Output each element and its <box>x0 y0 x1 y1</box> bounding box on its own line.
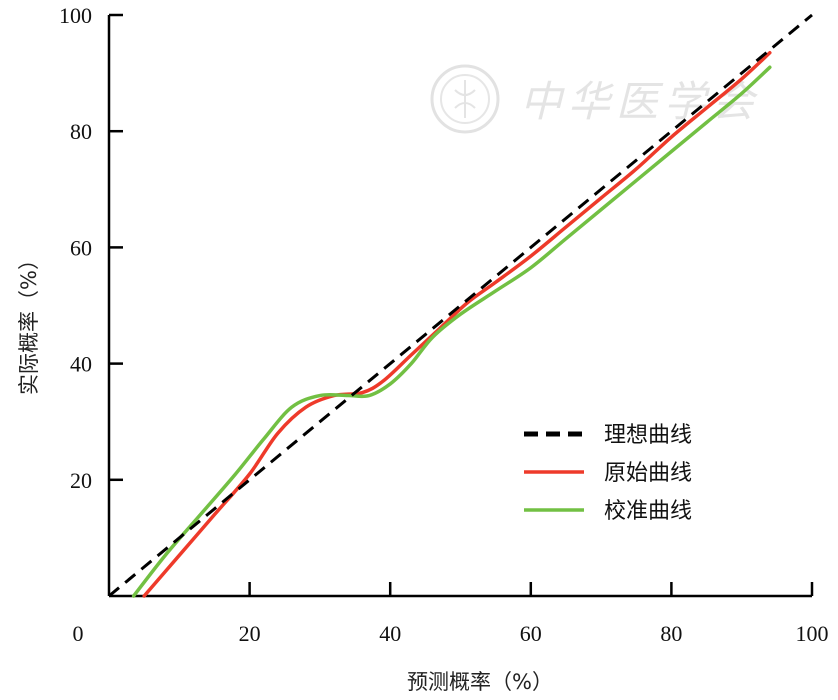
legend-label-ideal: 理想曲线 <box>604 423 692 448</box>
x-tick-label: 0 <box>73 621 84 646</box>
y-tick-label: 100 <box>59 3 92 28</box>
series-ideal-line <box>108 13 813 598</box>
y-tick-label: 60 <box>70 235 92 260</box>
x-tick-label: 40 <box>379 621 401 646</box>
x-axis-ticks: 0 20 40 60 80 100 <box>73 582 829 646</box>
x-tick-label: 100 <box>796 621 829 646</box>
x-tick-label: 20 <box>239 621 261 646</box>
legend-label-original: 原始曲线 <box>604 461 692 486</box>
x-tick-label: 80 <box>660 621 682 646</box>
series-layer <box>108 13 813 598</box>
watermark-seal-icon <box>430 64 500 134</box>
y-axis-title: 实际概率（%） <box>17 249 41 395</box>
y-axis-ticks: 20 40 60 80 100 <box>59 3 123 493</box>
y-tick-label: 80 <box>70 119 92 144</box>
x-tick-label: 60 <box>520 621 542 646</box>
x-axis-title: 预测概率（%） <box>407 670 553 694</box>
watermark-text: 中华医学会 <box>520 77 760 126</box>
y-tick-label: 40 <box>70 352 92 377</box>
legend: 理想曲线 原始曲线 校准曲线 <box>524 423 692 524</box>
legend-label-calibrated: 校准曲线 <box>604 499 692 524</box>
series-calibrated-line <box>131 65 772 598</box>
y-tick-label: 20 <box>70 468 92 493</box>
